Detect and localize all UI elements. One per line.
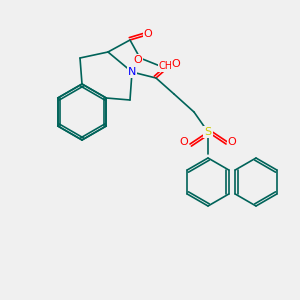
Text: N: N [128, 67, 136, 77]
Text: O: O [180, 137, 188, 147]
Text: S: S [204, 127, 211, 137]
Text: O: O [228, 137, 236, 147]
Text: CH₃: CH₃ [159, 61, 177, 71]
Text: O: O [144, 29, 152, 39]
Text: O: O [172, 59, 180, 69]
Text: O: O [134, 55, 142, 65]
